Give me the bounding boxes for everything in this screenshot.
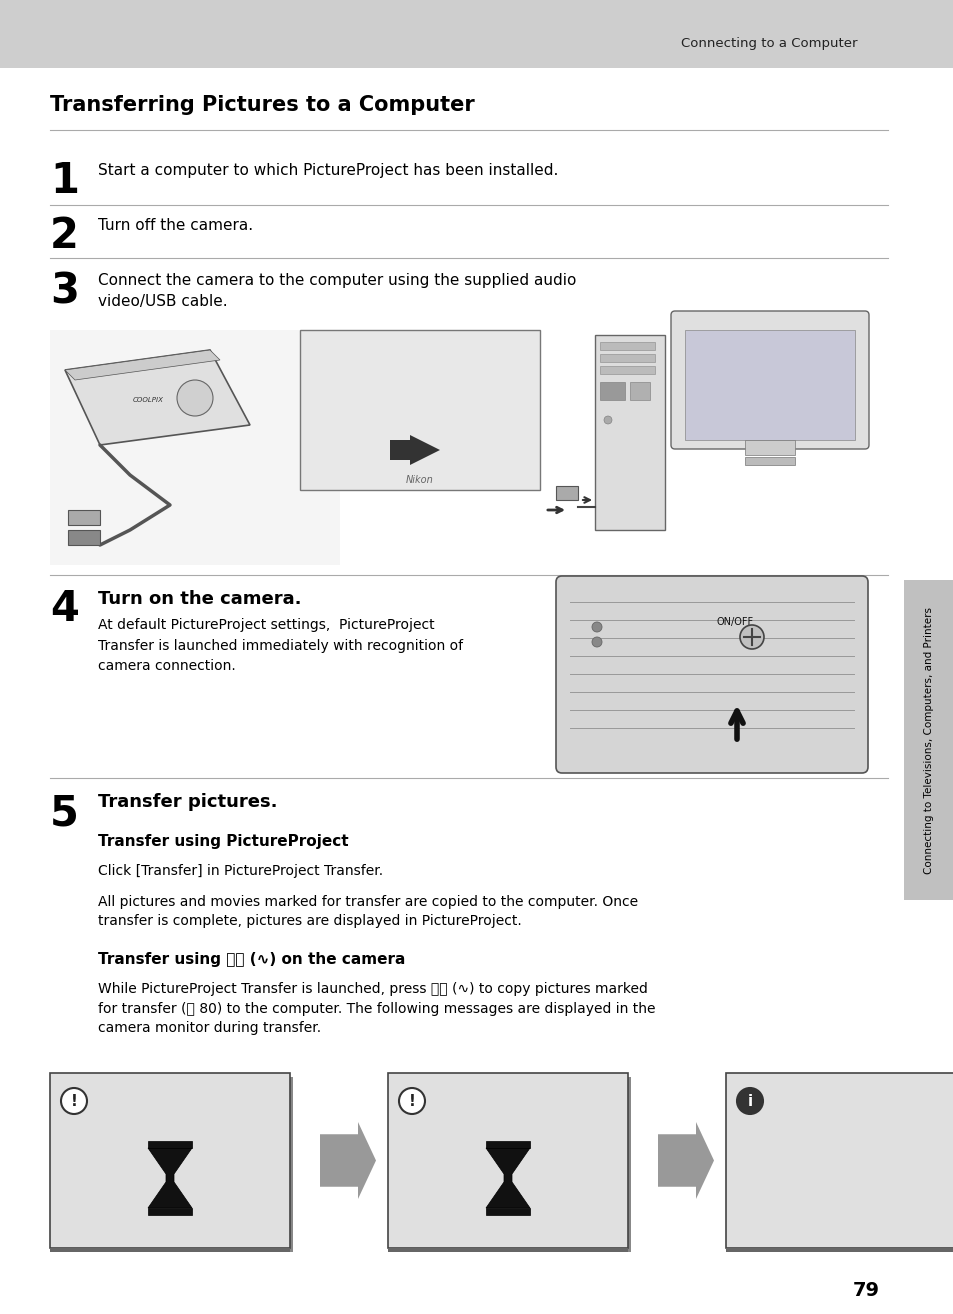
Circle shape	[61, 1088, 87, 1114]
Polygon shape	[68, 510, 100, 526]
Polygon shape	[390, 435, 439, 465]
Text: 3: 3	[50, 269, 79, 311]
Polygon shape	[148, 1148, 192, 1208]
Circle shape	[398, 1088, 424, 1114]
Bar	[744, 457, 794, 465]
Bar	[388, 1248, 627, 1252]
Polygon shape	[658, 1122, 713, 1198]
Text: Transfer pictures.: Transfer pictures.	[98, 794, 277, 811]
Text: !: !	[408, 1093, 415, 1109]
Text: While PictureProject Transfer is launched, press ⓈⓀ (∿) to copy pictures marked
: While PictureProject Transfer is launche…	[98, 982, 655, 1035]
Bar	[485, 1208, 530, 1215]
Text: i: i	[746, 1093, 752, 1109]
Text: At default PictureProject settings,  PictureProject
Transfer is launched immedia: At default PictureProject settings, Pict…	[98, 618, 462, 673]
Bar	[599, 342, 655, 350]
Bar	[485, 1141, 530, 1148]
FancyBboxPatch shape	[670, 311, 868, 449]
Circle shape	[603, 417, 612, 424]
Text: ON/OFF: ON/OFF	[717, 618, 753, 627]
Text: Connecting to Televisions, Computers, and Printers: Connecting to Televisions, Computers, an…	[923, 607, 933, 874]
Bar	[388, 1074, 627, 1248]
Bar	[903, 579, 953, 900]
Bar	[556, 486, 578, 501]
Text: Connecting to a Computer: Connecting to a Computer	[680, 38, 857, 50]
Bar	[50, 1248, 290, 1252]
Circle shape	[592, 637, 601, 646]
Bar	[728, 1077, 953, 1252]
Text: COOLPIX: COOLPIX	[132, 397, 163, 403]
Bar	[684, 330, 854, 440]
Bar	[148, 1208, 192, 1215]
Text: Nikon: Nikon	[406, 474, 434, 485]
Text: 79: 79	[852, 1281, 879, 1300]
Text: 4: 4	[50, 587, 79, 629]
Bar	[725, 1248, 953, 1252]
Text: Connect the camera to the computer using the supplied audio
video/USB cable.: Connect the camera to the computer using…	[98, 273, 576, 309]
Bar	[53, 1077, 293, 1252]
Bar	[148, 1141, 192, 1148]
Polygon shape	[65, 350, 250, 445]
Circle shape	[592, 622, 601, 632]
Text: 1: 1	[50, 160, 79, 202]
Bar	[629, 382, 649, 399]
Text: Transfer using ⓈⓀ (∿) on the camera: Transfer using ⓈⓀ (∿) on the camera	[98, 953, 405, 967]
Circle shape	[737, 1088, 762, 1114]
Bar	[391, 1077, 630, 1252]
Bar	[595, 335, 664, 530]
Text: All pictures and movies marked for transfer are copied to the computer. Once
tra: All pictures and movies marked for trans…	[98, 895, 638, 929]
Polygon shape	[485, 1148, 530, 1208]
Bar	[299, 330, 539, 490]
Circle shape	[177, 380, 213, 417]
Text: Turn off the camera.: Turn off the camera.	[98, 218, 253, 233]
Text: Transferring Pictures to a Computer: Transferring Pictures to a Computer	[50, 95, 475, 116]
Text: 2: 2	[50, 215, 79, 258]
Text: Transfer using PictureProject: Transfer using PictureProject	[98, 834, 348, 849]
Bar	[599, 353, 655, 361]
Text: 5: 5	[50, 792, 79, 834]
Bar	[744, 440, 794, 455]
Bar	[0, 0, 953, 68]
Text: !: !	[71, 1093, 77, 1109]
Bar	[50, 1074, 290, 1248]
Circle shape	[740, 625, 763, 649]
Bar	[725, 1074, 953, 1248]
Text: Turn on the camera.: Turn on the camera.	[98, 590, 301, 608]
Text: Start a computer to which PictureProject has been installed.: Start a computer to which PictureProject…	[98, 163, 558, 177]
Text: Click [Transfer] in PictureProject Transfer.: Click [Transfer] in PictureProject Trans…	[98, 865, 383, 878]
Bar	[599, 367, 655, 374]
FancyBboxPatch shape	[556, 576, 867, 773]
Bar	[50, 330, 339, 565]
Polygon shape	[65, 350, 220, 380]
Bar	[599, 382, 624, 399]
Polygon shape	[319, 1122, 375, 1198]
Polygon shape	[68, 530, 100, 545]
